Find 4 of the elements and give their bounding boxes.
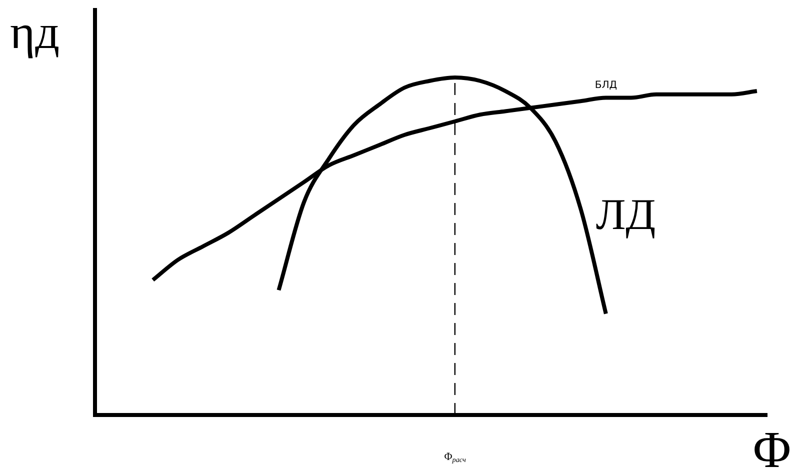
- x-axis-title: Φ: [752, 422, 792, 472]
- series-label: БЛД: [594, 80, 618, 91]
- y-axis-title: ηд: [10, 6, 60, 59]
- series-label: ЛД: [596, 190, 656, 240]
